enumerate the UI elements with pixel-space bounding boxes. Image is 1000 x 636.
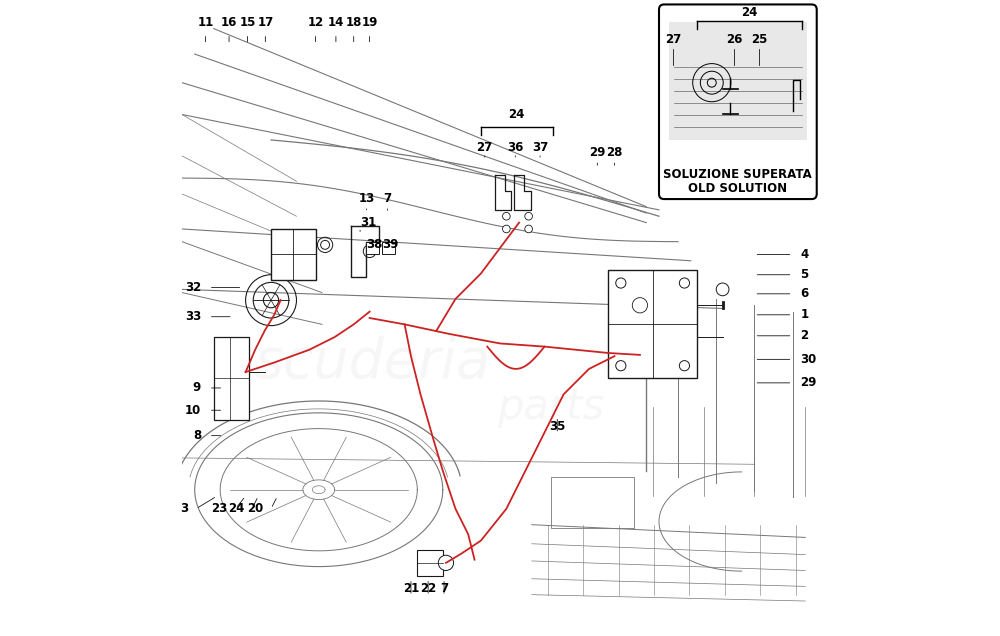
Text: 17: 17 (257, 16, 273, 29)
Bar (214, 337, 249, 420)
Text: 24: 24 (228, 502, 244, 515)
Text: 38: 38 (366, 238, 382, 251)
FancyBboxPatch shape (659, 4, 817, 199)
Text: SOLUZIONE SUPERATA: SOLUZIONE SUPERATA (663, 168, 812, 181)
Bar (551, 477, 634, 528)
Text: scuderia: scuderia (255, 336, 491, 389)
Text: 25: 25 (751, 33, 768, 46)
Circle shape (438, 555, 454, 570)
Text: 19: 19 (361, 16, 378, 29)
Circle shape (679, 361, 690, 371)
Text: 37: 37 (532, 141, 548, 154)
Text: 15: 15 (239, 16, 256, 29)
Bar (366, 242, 379, 254)
Text: OLD SOLUTION: OLD SOLUTION (688, 183, 787, 195)
Text: 36: 36 (507, 141, 523, 154)
Text: 9: 9 (193, 382, 201, 394)
Bar (608, 270, 697, 378)
Circle shape (616, 361, 626, 371)
Text: 24: 24 (741, 6, 758, 18)
Text: 29: 29 (800, 377, 817, 389)
Text: 29: 29 (589, 146, 605, 159)
Text: 1: 1 (800, 308, 808, 321)
Bar (271, 229, 316, 280)
Circle shape (616, 278, 626, 288)
Text: 13: 13 (358, 192, 375, 205)
Text: 21: 21 (403, 582, 419, 595)
Circle shape (525, 225, 532, 233)
Text: 28: 28 (606, 146, 623, 159)
Text: 5: 5 (800, 268, 808, 281)
Text: 27: 27 (665, 33, 681, 46)
Text: 8: 8 (193, 429, 201, 442)
Text: 12: 12 (307, 16, 324, 29)
Text: 22: 22 (420, 582, 436, 595)
Circle shape (503, 225, 510, 233)
Text: 20: 20 (247, 502, 263, 515)
Text: 32: 32 (185, 281, 201, 294)
Text: 24: 24 (508, 108, 525, 121)
Text: 16: 16 (221, 16, 237, 29)
Circle shape (525, 212, 532, 220)
Text: 35: 35 (549, 420, 565, 432)
Text: 27: 27 (477, 141, 493, 154)
Text: 3: 3 (180, 502, 188, 515)
Text: 4: 4 (800, 248, 808, 261)
Text: 30: 30 (800, 353, 816, 366)
Text: 7: 7 (440, 582, 448, 595)
Bar (382, 242, 395, 254)
Text: 18: 18 (346, 16, 362, 29)
Text: 6: 6 (800, 287, 808, 300)
Text: 33: 33 (185, 310, 201, 323)
Text: 7: 7 (383, 192, 391, 205)
Bar (417, 550, 443, 576)
Text: 39: 39 (382, 238, 399, 251)
Circle shape (503, 212, 510, 220)
Text: 11: 11 (197, 16, 214, 29)
Text: 31: 31 (360, 216, 376, 229)
Text: 14: 14 (328, 16, 344, 29)
Text: 10: 10 (185, 404, 201, 417)
Circle shape (679, 278, 690, 288)
Bar (669, 22, 807, 140)
Text: 23: 23 (212, 502, 228, 515)
Text: 2: 2 (800, 329, 808, 342)
Text: 26: 26 (726, 33, 742, 46)
Text: parts: parts (497, 386, 604, 428)
